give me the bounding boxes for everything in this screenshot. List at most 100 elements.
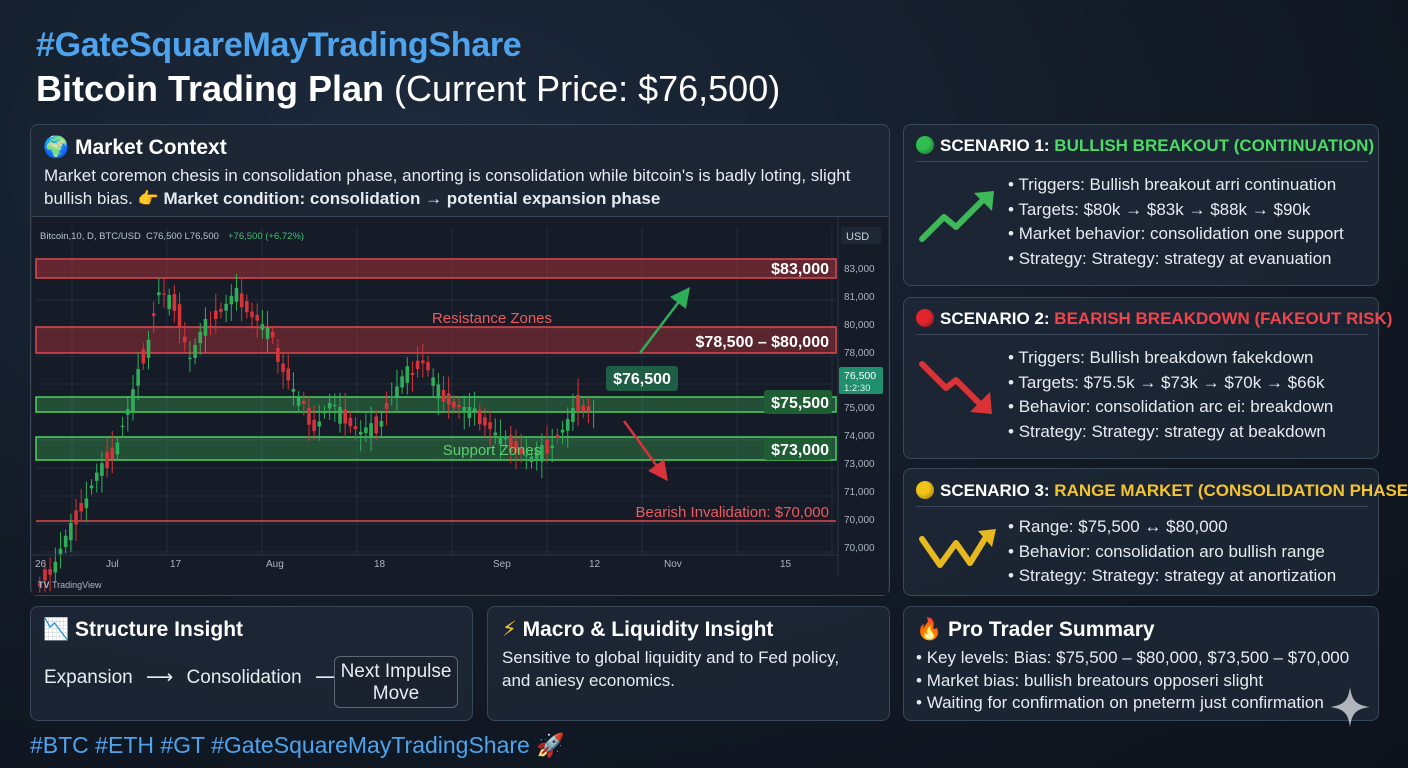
x-tick-label: 26 xyxy=(35,559,47,570)
candle-body xyxy=(172,294,177,311)
flow-step-consolidation: Consolidation xyxy=(186,667,302,688)
candle-body xyxy=(565,418,570,431)
scenario-3-name: RANGE MARKET (CONSOLIDATION PHASE) xyxy=(1054,481,1408,500)
label-support-zones: Support Zones xyxy=(443,442,541,459)
candle-body xyxy=(405,366,410,383)
currency-box xyxy=(841,227,881,244)
label-resistance-zones: Resistance Zones xyxy=(432,310,552,327)
candle-body xyxy=(276,348,280,362)
lightning-icon: ⚡ xyxy=(502,617,517,641)
currency-label: USD xyxy=(846,231,869,243)
candle-body xyxy=(452,401,456,408)
candles xyxy=(38,273,596,593)
candle-body xyxy=(317,421,322,427)
scenario-3-item: Behavior: consolidation aro bullish rang… xyxy=(1008,540,1336,565)
candle-body xyxy=(213,310,218,319)
candle-body xyxy=(576,395,580,412)
pro-trader-summary-list: Key levels: Bias: $75,500 – $80,000, $73… xyxy=(916,647,1350,715)
price-tag-value: 76,500 xyxy=(844,370,876,382)
red-circle-icon xyxy=(916,309,934,327)
scenario-3-panel: SCENARIO 3: RANGE MARKET (CONSOLIDATION … xyxy=(903,468,1408,596)
footer-hashtags-text: #BTC #ETH #GT #GateSquareMayTradingShare xyxy=(30,732,530,758)
candle-body xyxy=(472,408,477,412)
candle-body xyxy=(131,389,135,412)
candle-body xyxy=(493,432,498,436)
candle-body xyxy=(581,405,586,412)
candle-body xyxy=(389,396,394,398)
candle-body xyxy=(529,456,534,463)
candle-body xyxy=(488,422,492,430)
candle-body xyxy=(265,327,270,339)
flow-step-expansion: Expansion xyxy=(44,667,133,688)
candle-body xyxy=(234,287,239,302)
candle-body xyxy=(105,451,109,469)
market-context-title-text: Market Context xyxy=(75,136,227,159)
structure-insight-panel: 📉 Structure Insight Expansion ⟶ Consolid… xyxy=(30,606,473,721)
candle-body xyxy=(374,416,379,434)
candle-body xyxy=(369,423,373,438)
candle-body xyxy=(338,406,342,424)
candle-body xyxy=(446,393,451,405)
candle-body xyxy=(545,439,549,454)
scenario-1-title: SCENARIO 1: BULLISH BREAKOUT (CONTINUATI… xyxy=(916,136,1374,156)
scenario-1-prefix: SCENARIO 1: xyxy=(940,136,1055,155)
page-title-bold: Bitcoin Trading Plan xyxy=(36,68,385,109)
macro-liquidity-panel: ⚡ Macro & Liquidity Insight Sensitive to… xyxy=(487,606,890,721)
bullish-arrow xyxy=(639,287,691,354)
structure-flow: Expansion ⟶ Consolidation ⟶ xyxy=(44,666,350,689)
label-73000: $73,000 xyxy=(771,442,829,459)
badge-73000 xyxy=(764,438,832,460)
scenario-2-item: Strategy: Strategy: strategy at beakdown xyxy=(1008,420,1333,445)
next-impulse-line2: Move xyxy=(372,683,420,704)
scenario-1-item: Targets: $80k → $83k → $88k → $90k xyxy=(1008,198,1344,223)
candle-body xyxy=(162,293,166,295)
scenario-2-item: Behavior: consolidation arc ei: breakdow… xyxy=(1008,395,1334,420)
green-circle-icon xyxy=(916,136,934,154)
candle-body xyxy=(353,426,358,430)
chart-change: +76,500 (+6.72%) xyxy=(228,231,304,242)
resistance-zone-upper xyxy=(35,258,837,279)
x-tick-label: Sep xyxy=(493,559,511,570)
candle-body xyxy=(260,324,265,330)
candle-body xyxy=(519,447,523,454)
chart-svg: USD 83,000 81,000 80,000 78,000 75,000 74,000… xyxy=(32,217,888,595)
candle-body xyxy=(457,405,461,408)
candle-body xyxy=(224,303,228,311)
candle-body xyxy=(415,360,420,370)
macro-liquidity-title-text: Macro & Liquidity Insight xyxy=(522,618,774,641)
candle-body xyxy=(125,409,130,415)
market-context-body: Market coremon chesis in consolidation p… xyxy=(44,166,851,208)
price-chart[interactable]: USD 83,000 81,000 80,000 78,000 75,000 74,000… xyxy=(32,216,888,595)
sparkle-icon xyxy=(1330,687,1370,727)
candle-body xyxy=(250,311,254,318)
candle-body xyxy=(177,304,182,327)
scenario-3-list: Range: $75,500 ↔ $80,000 Behavior: conso… xyxy=(1008,515,1337,589)
candle-body xyxy=(301,400,306,404)
label-78500-80000: $78,500 – $80,000 xyxy=(696,334,830,351)
label-current-price: $76,500 xyxy=(613,371,671,388)
label-invalidation: Bearish Invalidation: $70,000 xyxy=(636,504,829,521)
scenario-2-panel: SCENARIO 2: BEARISH BREAKDOWN (FAKEOUT R… xyxy=(903,297,1392,459)
candle-body xyxy=(483,417,487,426)
market-context-text: Market coremon chesis in consolidation p… xyxy=(44,164,876,211)
candle-body xyxy=(94,472,99,481)
y-tick-label: 71,000 xyxy=(844,487,875,498)
candle-body xyxy=(74,510,78,525)
candle-body xyxy=(571,408,575,423)
candle-body xyxy=(255,314,259,321)
candle-body xyxy=(43,569,47,581)
candle-body xyxy=(38,583,42,587)
candle-body xyxy=(555,434,560,438)
candle-body xyxy=(498,436,503,445)
scenario-2-name: BEARISH BREAKDOWN (FAKEOUT RISK) xyxy=(1054,309,1393,328)
structure-insight-title-text: Structure Insight xyxy=(75,618,244,641)
footer-hashtags: #BTC #ETH #GT #GateSquareMayTradingShare… xyxy=(30,732,565,759)
y-tick-label: 73,000 xyxy=(844,459,875,470)
candle-body xyxy=(503,436,508,440)
chart-ohlc: C76,500 L76,500 xyxy=(146,231,219,242)
candle-body xyxy=(591,411,596,413)
candle-body xyxy=(441,390,446,402)
bearish-arrow xyxy=(622,420,668,482)
y-tick-label: 70,000 xyxy=(844,515,875,526)
candle-body xyxy=(89,485,94,489)
